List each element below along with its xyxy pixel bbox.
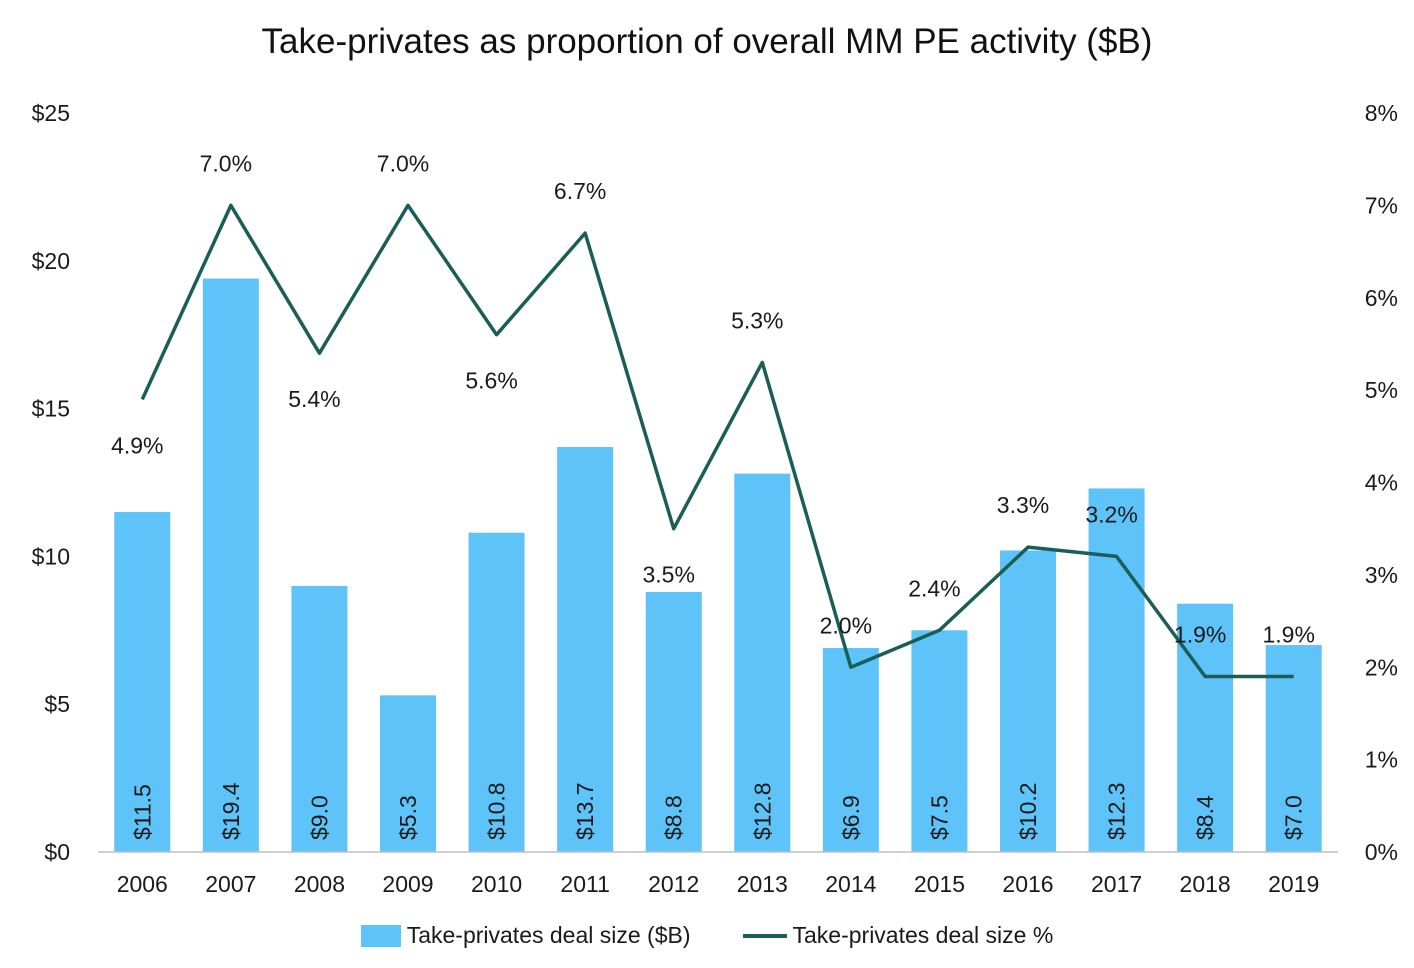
x-tick-label: 2019 xyxy=(1268,871,1319,897)
bar-data-label: $12.8 xyxy=(749,782,775,840)
legend-label-bar: Take-privates deal size ($B) xyxy=(406,922,691,948)
y-right-tick-label: 1% xyxy=(1365,747,1398,773)
x-tick-label: 2014 xyxy=(825,871,876,897)
bar xyxy=(1000,550,1056,852)
bar-data-label: $19.4 xyxy=(218,782,244,840)
legend-swatch-line xyxy=(742,933,787,938)
bar-data-label: $5.3 xyxy=(395,795,421,840)
bar-data-label: $8.8 xyxy=(661,795,687,840)
line-data-label: 7.0% xyxy=(377,150,429,176)
bar xyxy=(468,532,525,852)
bar-data-label: $7.5 xyxy=(926,795,952,840)
bar-series: $11.5 $19.4 $9.0 $5.3 $10.8 $13.7 $8.8 $12.8 $6.… xyxy=(114,278,1322,852)
bar xyxy=(291,585,348,852)
y-left-tick-label: $15 xyxy=(32,396,70,422)
x-tick-label: 2012 xyxy=(648,871,699,897)
bar xyxy=(557,447,614,852)
bar xyxy=(202,278,259,852)
line-data-label: 4.9% xyxy=(111,432,163,458)
bar xyxy=(380,695,436,852)
y-left-tick-label: $10 xyxy=(32,543,70,569)
x-tick-label: 2016 xyxy=(1002,871,1053,897)
line-data-label: 7.0% xyxy=(200,150,252,176)
bar xyxy=(822,648,879,852)
legend-swatch-bar xyxy=(360,924,401,947)
legend-item-line: Take-privates deal size % xyxy=(742,922,1054,949)
x-tick-label: 2015 xyxy=(914,871,965,897)
y-right-tick-label: 7% xyxy=(1365,192,1398,218)
x-tick-label: 2011 xyxy=(560,871,609,897)
legend-item-bar: Take-privates deal size ($B) xyxy=(360,922,691,949)
x-tick-label: 2006 xyxy=(117,871,168,897)
y-right-tick-label: 4% xyxy=(1365,470,1398,496)
bar xyxy=(645,591,702,852)
bar xyxy=(1177,603,1234,852)
line-data-label: 6.7% xyxy=(554,178,606,204)
x-tick-label: 2010 xyxy=(471,871,522,897)
legend: Take-privates deal size ($B) Take-privat… xyxy=(0,922,1414,949)
bar-data-label: $11.5 xyxy=(129,784,155,840)
x-tick-label: 2009 xyxy=(382,871,433,897)
y-right-tick-label: 5% xyxy=(1365,377,1398,403)
y-left-tick-label: $25 xyxy=(32,100,70,126)
bar-data-label: $7.0 xyxy=(1281,795,1307,840)
y-left-tick-label: $20 xyxy=(32,248,70,274)
bar-data-label: $8.4 xyxy=(1192,795,1218,840)
y-left-tick-label: $0 xyxy=(44,839,70,865)
line-data-label: 1.9% xyxy=(1262,621,1314,647)
bar xyxy=(1088,488,1145,852)
bar-data-label: $10.2 xyxy=(1015,782,1041,840)
line-data-label: 3.2% xyxy=(1085,501,1137,527)
bar-data-label: $10.8 xyxy=(484,782,510,840)
y-right-tick-label: 0% xyxy=(1365,839,1398,865)
bar-data-label: $12.3 xyxy=(1104,782,1130,840)
x-tick-label: 2007 xyxy=(205,871,256,897)
x-axis: 2006 2007 2008 2009 2010 2011 2012 2013 2014 2015… xyxy=(117,871,1320,897)
chart-title: Take-privates as proportion of overall M… xyxy=(261,22,1153,61)
bar-data-label: $9.0 xyxy=(306,795,332,840)
y-right-tick-label: 6% xyxy=(1365,285,1398,311)
line-data-label: 2.4% xyxy=(908,575,960,601)
line-data-label: 5.4% xyxy=(288,386,340,412)
y-right-tick-label: 8% xyxy=(1365,100,1398,126)
y-right-tick-label: 2% xyxy=(1365,654,1398,680)
line-series: 4.9% 7.0% 5.4% 7.0% 5.6% 6.7% 3.5% 5.3% 2.0% 2.4%… xyxy=(111,150,1315,679)
legend-label-line: Take-privates deal size % xyxy=(792,922,1054,948)
line-data-label: 5.3% xyxy=(731,307,783,333)
bar-data-label: $13.7 xyxy=(572,782,598,840)
bar xyxy=(734,473,791,852)
y-right-axis: 0% 1% 2% 3% 4% 5% 6% 7% 8% xyxy=(1365,100,1398,865)
y-right-tick-label: 3% xyxy=(1365,562,1398,588)
bar xyxy=(114,512,171,852)
line-data-label: 2.0% xyxy=(820,612,872,638)
y-left-axis: $0 $5 $10 $15 $20 $25 xyxy=(32,100,70,865)
x-tick-label: 2013 xyxy=(737,871,788,897)
bar xyxy=(1265,645,1322,852)
line-data-label: 1.9% xyxy=(1174,621,1226,647)
y-left-tick-label: $5 xyxy=(44,691,70,717)
bar xyxy=(911,630,968,852)
chart-plot-area: $0 $5 $10 $15 $20 $25 0% 1% 2% 3% 4% 5% 6% 7% 8% $11.… xyxy=(32,100,1398,897)
series-line xyxy=(140,203,1294,679)
line-data-label: 3.3% xyxy=(997,492,1049,518)
bar-data-label: $6.9 xyxy=(838,795,864,840)
line-data-label: 3.5% xyxy=(642,562,694,588)
line-data-label: 5.6% xyxy=(465,368,517,394)
x-tick-label: 2017 xyxy=(1091,871,1142,897)
x-tick-label: 2018 xyxy=(1180,871,1231,897)
x-tick-label: 2008 xyxy=(294,871,345,897)
